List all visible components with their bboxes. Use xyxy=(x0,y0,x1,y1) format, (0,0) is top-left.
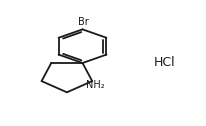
Text: Br: Br xyxy=(78,17,89,27)
Text: NH₂: NH₂ xyxy=(86,80,104,90)
Text: HCl: HCl xyxy=(153,56,175,70)
